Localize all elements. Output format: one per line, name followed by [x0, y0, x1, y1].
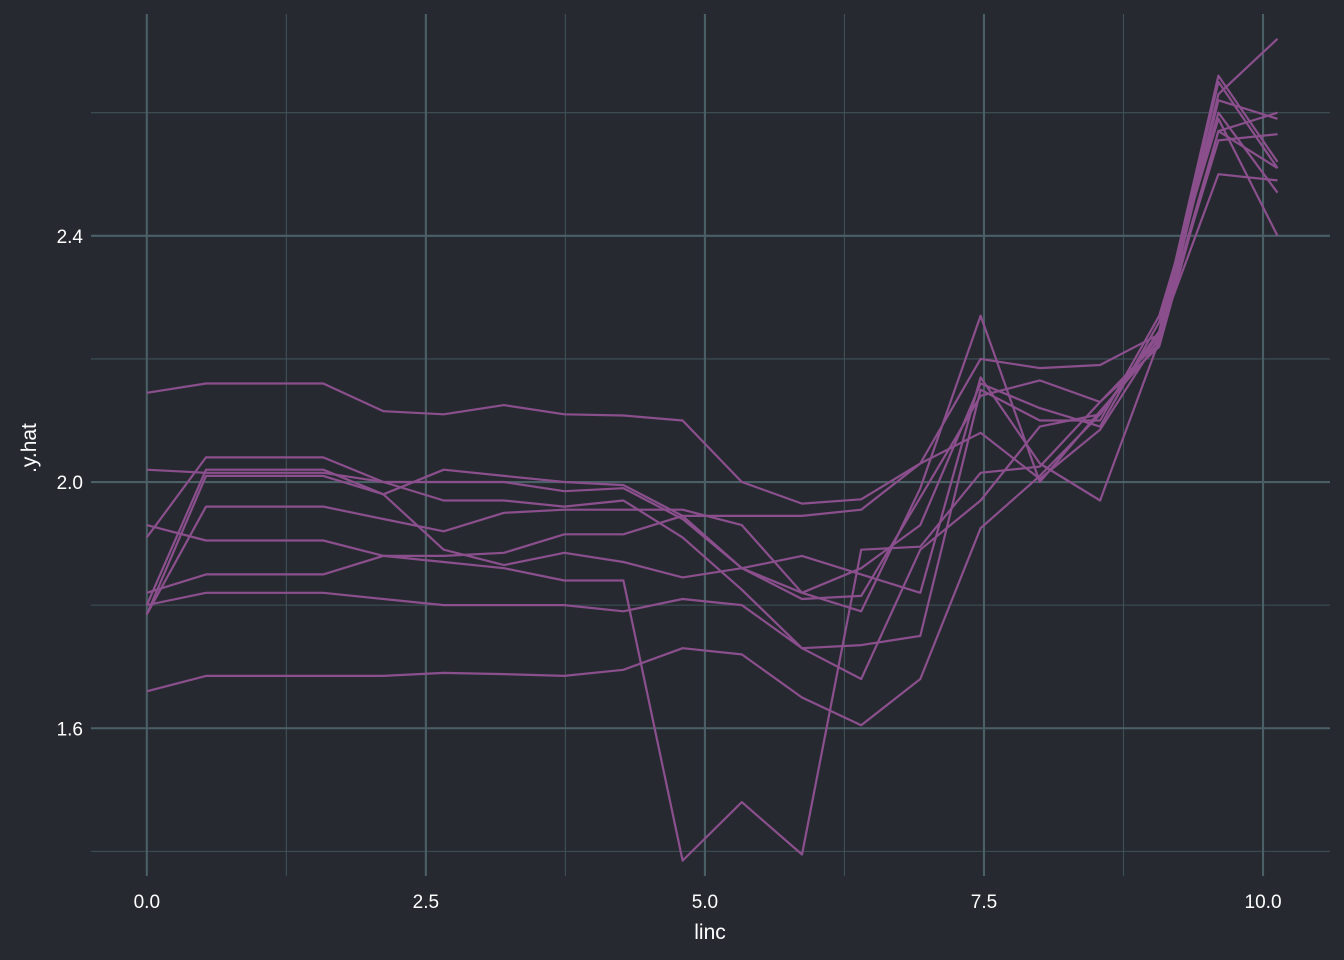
series-line-5 [145, 99, 1278, 615]
y-tick-label: 2.0 [57, 473, 83, 494]
x-tick-label: 0.0 [134, 892, 160, 913]
series-line-3 [145, 117, 1279, 650]
x-tick-label: 5.0 [692, 892, 718, 913]
series-line-7 [146, 130, 1279, 862]
x-tick-label: 10.0 [1245, 892, 1282, 913]
y-axis-tick-labels: 1.6 2.0 2.4 [57, 227, 84, 740]
series-line-8 [145, 80, 1279, 615]
x-axis-title: linc [694, 921, 726, 944]
x-tick-label: 7.5 [971, 892, 997, 913]
series-lines [145, 37, 1279, 862]
x-tick-label: 2.5 [413, 892, 439, 913]
x-axis-tick-labels: 0.0 2.5 5.0 7.5 10.0 [134, 892, 1282, 913]
series-line-10 [146, 133, 1278, 727]
y-tick-label: 1.6 [57, 719, 83, 740]
y-axis-title: .y.hat [18, 423, 41, 473]
minor-gridlines [91, 14, 1330, 876]
y-tick-label: 2.4 [57, 227, 84, 248]
series-line-1 [146, 173, 1278, 505]
